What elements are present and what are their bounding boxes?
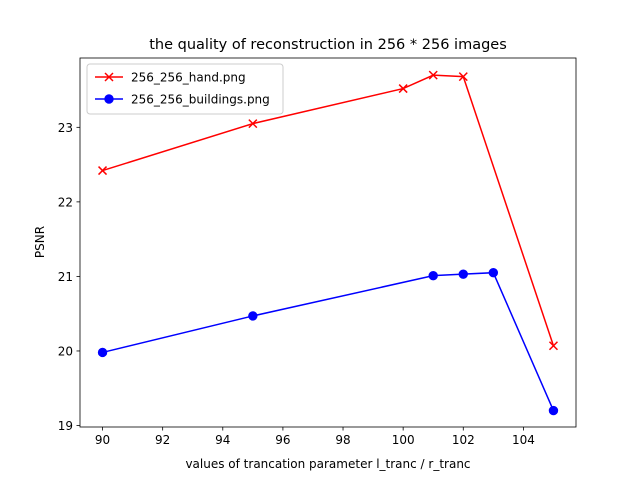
x-tick-label: 100 xyxy=(392,433,415,447)
chart-title: the quality of reconstruction in 256 * 2… xyxy=(149,37,507,53)
data-point xyxy=(428,270,438,281)
data-point xyxy=(248,119,258,129)
series-line xyxy=(102,271,555,411)
series-1 xyxy=(98,70,558,351)
data-point xyxy=(548,341,558,351)
x-tick-label: 90 xyxy=(95,433,110,447)
legend-item: 256_256_hand.png xyxy=(95,71,246,85)
data-point xyxy=(428,70,438,80)
y-tick-label: 19 xyxy=(58,419,73,433)
x-tick-label: 92 xyxy=(155,433,170,447)
data-point xyxy=(458,269,468,279)
x-axis-label: values of trancation parameter l_tranc /… xyxy=(185,457,470,471)
legend-swatch-marker xyxy=(104,94,114,104)
legend-frame xyxy=(86,63,284,115)
y-tick-label: 21 xyxy=(58,270,73,284)
x-tick-label: 94 xyxy=(215,433,230,447)
series-2 xyxy=(97,267,559,416)
data-point xyxy=(458,72,468,82)
series-layer xyxy=(97,70,559,416)
y-tick-label: 20 xyxy=(58,344,73,358)
x-tick-label: 102 xyxy=(452,433,475,447)
x-axis: 90 92 94 96 98 100 102 104 xyxy=(95,427,535,447)
legend: 256_256_hand.png 256_256_buildings.png xyxy=(86,63,284,115)
data-point xyxy=(548,405,559,416)
series-line xyxy=(102,74,555,346)
y-tick-label: 23 xyxy=(58,121,73,135)
legend-label: 256_256_hand.png xyxy=(131,71,246,85)
data-point xyxy=(248,311,258,321)
x-tick-label: 104 xyxy=(512,433,535,447)
y-tick-label: 22 xyxy=(58,195,73,209)
legend-swatch-marker xyxy=(104,72,114,82)
data-point xyxy=(488,267,499,278)
y-axis: 19 20 21 22 23 xyxy=(58,121,80,433)
data-point xyxy=(97,347,108,358)
plot-area xyxy=(79,57,577,428)
x-tick-label: 98 xyxy=(335,433,350,447)
data-point xyxy=(398,84,408,94)
legend-item: 256_256_buildings.png xyxy=(95,93,270,107)
legend-label: 256_256_buildings.png xyxy=(131,93,270,107)
data-point xyxy=(98,166,108,176)
y-axis-label: PSNR xyxy=(33,226,47,258)
x-tick-label: 96 xyxy=(275,433,290,447)
